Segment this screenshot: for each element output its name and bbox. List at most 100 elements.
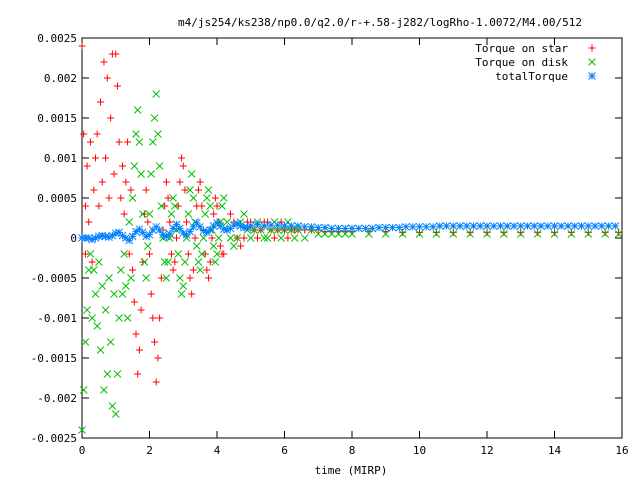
plot-axes: -0.0025 -0.002 -0.0015 -0.001 -0.0005 0 0.0005… (31, 32, 629, 457)
data-point (614, 230, 623, 238)
data-point (95, 258, 103, 266)
y-tick-label: 0.0015 (37, 112, 77, 125)
legend-label: Torque on disk (475, 56, 568, 69)
data-point (415, 230, 424, 238)
data-point (205, 274, 213, 282)
data-point (483, 228, 491, 236)
data-point (557, 222, 566, 230)
data-point (287, 222, 296, 230)
x-tick-label: 8 (349, 444, 356, 457)
data-point (167, 250, 175, 258)
data-point (500, 228, 508, 236)
data-point (112, 50, 120, 58)
data-point (530, 222, 539, 230)
data-point (186, 186, 194, 194)
data-point (240, 234, 248, 242)
data-point (165, 230, 174, 238)
data-point (567, 230, 576, 238)
data-point (237, 242, 245, 250)
data-point (132, 330, 140, 338)
data-point (253, 220, 262, 229)
data-point (422, 222, 431, 231)
data-point (199, 234, 208, 242)
data-point (220, 250, 228, 258)
data-point (157, 274, 165, 282)
data-point (105, 194, 113, 202)
data-point (142, 274, 150, 282)
data-point (348, 224, 356, 233)
data-point (601, 230, 609, 238)
data-point (194, 186, 202, 194)
data-point (95, 202, 103, 210)
data-point (442, 222, 451, 230)
data-point (584, 222, 593, 230)
data-point (503, 222, 512, 230)
data-point (307, 222, 316, 231)
data-point (300, 234, 309, 242)
data-point (230, 242, 238, 250)
data-point (155, 162, 164, 170)
data-point (86, 138, 94, 146)
data-point (466, 228, 474, 236)
data-point (368, 224, 377, 233)
data-point (89, 266, 98, 274)
data-point (398, 230, 407, 238)
series-totaltorque (78, 218, 620, 245)
series-torque-on-star (78, 42, 623, 386)
data-point (567, 228, 575, 236)
data-point (213, 202, 221, 210)
data-point (139, 258, 147, 266)
data-point (246, 222, 255, 230)
data-point (216, 242, 224, 250)
data-point (145, 210, 154, 218)
data-point (160, 258, 169, 266)
data-point (449, 222, 458, 230)
data-point (181, 258, 189, 266)
data-point (327, 230, 336, 238)
data-point (88, 258, 96, 266)
data-point (314, 223, 323, 232)
data-point (534, 228, 542, 236)
data-point (169, 266, 177, 274)
data-point (118, 290, 127, 298)
data-point (113, 370, 122, 378)
data-point (189, 266, 197, 274)
data-point (137, 306, 145, 314)
data-point (120, 210, 128, 218)
data-point (204, 186, 213, 194)
data-point (203, 266, 211, 274)
data-point (111, 410, 120, 418)
data-point (134, 370, 142, 378)
data-point (106, 338, 115, 346)
y-tick-label: -0.001 (37, 312, 77, 325)
data-point (381, 223, 390, 232)
data-point (122, 178, 130, 186)
data-point (564, 222, 572, 230)
data-point (162, 274, 171, 282)
data-point (176, 274, 184, 282)
data-point (327, 224, 336, 233)
data-point (516, 230, 525, 238)
data-point (164, 258, 172, 266)
data-point (144, 218, 152, 226)
data-point (211, 194, 219, 202)
data-point (116, 266, 125, 274)
data-point (341, 230, 350, 238)
data-point (577, 222, 586, 230)
data-point (214, 234, 223, 242)
data-point (151, 338, 159, 346)
x-tick-label: 14 (548, 444, 562, 457)
data-point (107, 114, 115, 122)
y-tick-label: -0.0025 (31, 432, 77, 445)
data-point (206, 202, 215, 210)
data-point (181, 186, 189, 194)
data-point (284, 234, 292, 242)
legend-marker (588, 72, 596, 80)
legend-label: Torque on star (475, 42, 568, 55)
y-tick-label: 0.0025 (37, 32, 77, 45)
data-point (119, 162, 126, 170)
data-point (83, 162, 91, 170)
data-point (510, 222, 518, 230)
data-point (591, 222, 599, 230)
